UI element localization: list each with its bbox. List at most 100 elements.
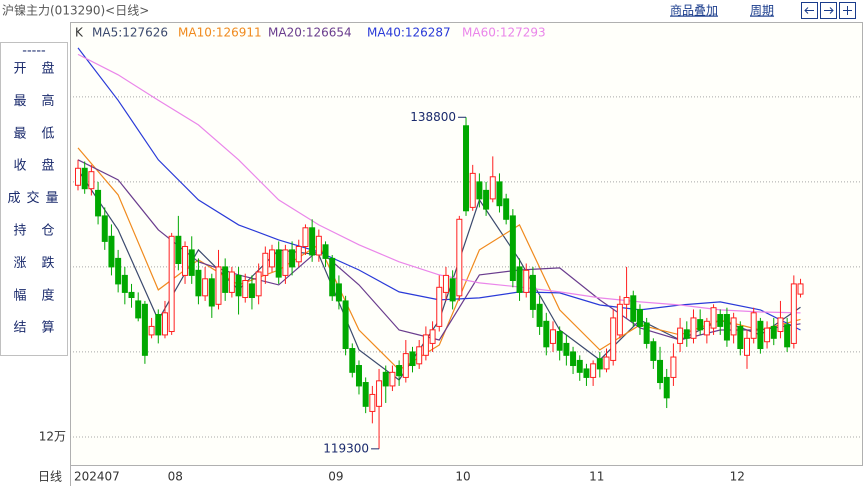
- candle-body: [529, 274, 536, 310]
- legend-entry: MA60:127293: [462, 26, 546, 40]
- period-link[interactable]: 周期: [750, 4, 774, 18]
- candle-body: [155, 314, 162, 336]
- x-tick-label: 09: [328, 470, 343, 484]
- candle-body: [703, 320, 710, 336]
- overlay-link[interactable]: 商品叠加: [670, 3, 718, 18]
- candle-body: [161, 312, 168, 336]
- prev-icon: [804, 7, 814, 14]
- annotation-label: 119300: [323, 441, 369, 455]
- candle-body: [603, 356, 610, 370]
- candle-body: [108, 235, 115, 268]
- x-tick-label: 11: [589, 470, 604, 484]
- annotation-label: 138800: [410, 110, 456, 124]
- candle-body: [389, 371, 396, 387]
- candle-body: [175, 235, 182, 265]
- candle-body: [770, 325, 777, 339]
- candle-body: [282, 249, 289, 276]
- nav-buttons[interactable]: [801, 2, 856, 19]
- candle-body: [228, 271, 235, 293]
- candle-body: [469, 172, 476, 208]
- candle-body: [697, 319, 704, 331]
- candle-body: [315, 235, 322, 256]
- candle-body: [329, 257, 336, 297]
- panel-label: 收: [13, 159, 26, 174]
- panel-label: 交: [26, 190, 39, 206]
- candle-body: [289, 249, 296, 268]
- panel-label: 低: [41, 126, 54, 141]
- candle-body: [208, 278, 215, 307]
- overlay: 202407 08 09 10 11 12 MA5:127626 MA10:126911 MA2…: [7, 26, 744, 484]
- candle-body: [349, 348, 356, 373]
- candle-body: [643, 322, 650, 344]
- candle-body: [717, 314, 724, 327]
- candle-body: [215, 266, 222, 305]
- candle-body: [623, 297, 630, 305]
- candle-body: [690, 317, 697, 339]
- candle-body: [382, 371, 389, 387]
- panel-label: 度: [41, 287, 54, 303]
- candle-body: [148, 325, 155, 336]
- panel-label: 结: [13, 321, 26, 336]
- x-tick-label: 12: [730, 470, 745, 484]
- candle-body: [650, 341, 657, 361]
- candle-body: [536, 303, 543, 327]
- legend-entry: MA40:126287: [367, 26, 451, 40]
- candle-body: [610, 317, 617, 361]
- candle-body: [543, 320, 550, 348]
- candle-body: [496, 181, 503, 207]
- legend-entry: MA20:126654: [268, 26, 352, 40]
- candle-body: [295, 245, 302, 263]
- candle-body: [797, 283, 804, 295]
- candle-body: [402, 353, 409, 378]
- panel-label: 高: [41, 93, 54, 109]
- candle-body: [777, 317, 784, 333]
- k-label: K: [75, 26, 84, 40]
- candle-body: [764, 327, 771, 343]
- candle-body: [128, 291, 135, 299]
- candle-body: [335, 283, 342, 302]
- candle-body: [202, 278, 209, 297]
- candle-body: [416, 346, 423, 365]
- candle-body: [355, 365, 362, 387]
- candle-body: [222, 266, 229, 293]
- candle-body: [630, 295, 637, 322]
- panel-label: 量: [45, 191, 58, 206]
- candle-body: [663, 376, 670, 399]
- candle-body: [135, 300, 142, 319]
- period-label: 日线: [38, 470, 62, 484]
- candle-body: [235, 274, 242, 297]
- next-icon: [824, 7, 834, 14]
- scale-icon: [843, 6, 852, 15]
- candle-body: [750, 312, 757, 339]
- panel-label: 跌: [41, 255, 54, 271]
- candle-body: [369, 393, 376, 412]
- info-panel: [0, 42, 68, 356]
- candle-body: [115, 257, 122, 285]
- candle-body: [101, 215, 108, 242]
- panel-label: 持: [13, 224, 26, 239]
- candle-body: [549, 329, 556, 344]
- candle-body: [583, 368, 590, 378]
- legend-entry: MA5:127626: [92, 26, 168, 40]
- ma-line: [77, 53, 801, 314]
- candle-body: [670, 356, 677, 378]
- candle-body: [182, 245, 189, 276]
- candle-body: [616, 303, 623, 336]
- legend-entry: MA10:126911: [178, 26, 262, 40]
- candle-body: [516, 266, 523, 293]
- candle-body: [790, 283, 797, 344]
- candle-body: [141, 303, 148, 356]
- panel-label: 开: [13, 62, 26, 77]
- candle-body: [757, 320, 764, 350]
- candle-body: [436, 286, 443, 327]
- candle-body: [422, 334, 429, 356]
- panel-label: 幅: [13, 288, 26, 303]
- candle-body: [396, 365, 403, 377]
- panel-label: 算: [41, 321, 54, 336]
- candle-body: [168, 235, 175, 333]
- candle-body: [509, 215, 516, 282]
- panel-label: 仓: [41, 224, 54, 239]
- candle-body: [88, 171, 95, 190]
- candle-body: [262, 252, 269, 276]
- candle-body: [489, 176, 496, 200]
